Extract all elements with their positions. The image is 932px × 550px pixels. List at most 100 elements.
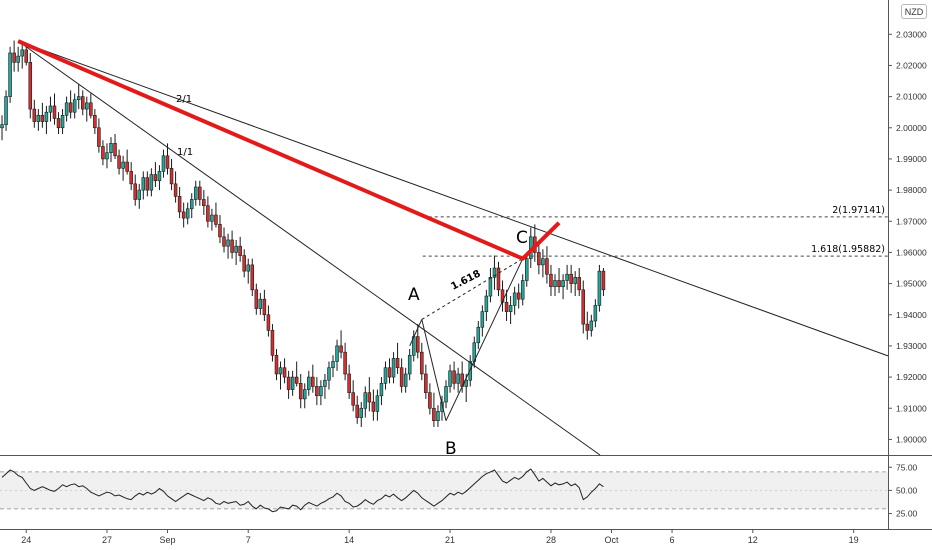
bull-candle (16, 55, 20, 63)
price-tick-label: 2.00000 (896, 123, 927, 133)
bear-candle (169, 167, 174, 185)
bull-candle (189, 199, 194, 210)
date-tick-label: 28 (546, 535, 556, 545)
bear-candle (198, 186, 202, 200)
price-tick-label: 1.94000 (896, 310, 927, 320)
date-tick-label: 27 (102, 535, 112, 545)
bull-candle (488, 277, 493, 297)
bull-candle (383, 367, 388, 384)
price-tick-label: 1.98000 (896, 185, 927, 195)
bear-candle (133, 183, 137, 200)
bull-candle (36, 115, 41, 122)
point-a-label: A (408, 285, 420, 305)
bear-candle (173, 183, 178, 197)
leg-to-a (409, 319, 423, 347)
bull-candle (391, 358, 396, 378)
bear-candle (32, 108, 37, 122)
bull-candle (278, 367, 283, 375)
bear-candle (496, 267, 501, 291)
bear-candle (270, 330, 275, 356)
pattern-leg-red (17, 39, 561, 261)
bear-candle (238, 245, 242, 256)
bull-candle (185, 208, 190, 219)
bull-candle (492, 267, 497, 278)
bull-candle (44, 111, 49, 122)
bull-candle (8, 52, 12, 97)
bear-candle (101, 146, 105, 160)
bear-candle (93, 115, 97, 129)
level-1618-label: 1.618(1.95882) (811, 244, 885, 255)
bull-candle (290, 376, 295, 390)
price-tick-label: 1.97000 (896, 216, 927, 226)
currency-badge[interactable]: NZD (901, 4, 927, 19)
price-tick-label: 1.96000 (896, 247, 927, 257)
bull-candle (60, 115, 65, 129)
price-tick-label: 1.93000 (896, 341, 927, 351)
bull-candle (194, 186, 198, 200)
date-tick-label: 12 (748, 535, 758, 545)
point-b-label: B (445, 439, 457, 459)
price-tick-label: 1.99000 (896, 154, 927, 164)
bear-candle (266, 314, 271, 331)
bear-candle (250, 264, 255, 291)
rsi-line (1, 468, 604, 513)
bear-candle (339, 345, 343, 353)
bull-candle (407, 354, 412, 375)
bull-candle (246, 264, 250, 272)
bull-candle (141, 177, 146, 191)
bear-candle (355, 404, 359, 418)
date-tick-label: 24 (21, 535, 31, 545)
bear-candle (40, 115, 45, 122)
bull-candle (456, 373, 460, 384)
bear-candle (52, 105, 57, 119)
bear-candle (218, 224, 222, 238)
bull-candle (436, 411, 440, 422)
bull-candle (359, 407, 364, 418)
fan-line-2-1 (17, 40, 889, 357)
bear-candle (125, 161, 129, 172)
bear-candle (371, 401, 376, 412)
drawings: 2/1 1/1 A B C 1.618 1.618(1.95882) 2(1.97141) (17, 39, 889, 459)
bull-candle (448, 370, 452, 387)
bull-candle (508, 305, 513, 312)
bear-candle (557, 280, 561, 288)
point-c-label: C (516, 228, 528, 248)
fan-label-1-1: 1/1 (177, 147, 193, 158)
bull-candle (307, 376, 311, 390)
fib-ratio-label: 1.618 (449, 268, 482, 292)
rsi-band (0, 471, 888, 509)
date-tick-label: 19 (849, 535, 859, 545)
bull-candle (157, 171, 162, 182)
bear-candle (113, 143, 117, 157)
bull-candle (484, 295, 489, 312)
bear-candle (242, 255, 246, 272)
bull-candle (363, 392, 368, 409)
bull-candle (597, 270, 602, 306)
bull-candle (4, 96, 8, 125)
bull-candle (565, 273, 569, 281)
rsi-tick-label: 75.00 (896, 462, 918, 472)
date-tick-label: 7 (246, 535, 251, 545)
bear-candle (230, 239, 234, 253)
bull-candle (541, 258, 545, 266)
bull-candle (48, 105, 53, 113)
bear-candle (89, 102, 93, 116)
rsi-tick-label: 25.00 (896, 509, 918, 519)
price-tick-label: 1.95000 (896, 279, 927, 289)
bear-candle (222, 236, 226, 247)
price-pane (0, 0, 932, 530)
fib-extension-line (421, 258, 523, 320)
bull-candle (512, 292, 517, 306)
bear-candle (577, 277, 581, 291)
bear-candle (298, 383, 303, 400)
bear-candle (254, 289, 259, 309)
bear-candle (585, 323, 590, 331)
leg-b-c (445, 258, 524, 421)
bear-candle (129, 171, 133, 185)
date-tick-label: 14 (344, 535, 354, 545)
bear-candle (351, 392, 355, 406)
bear-candle (343, 351, 347, 375)
bear-candle (282, 367, 287, 378)
bull-candle (464, 379, 468, 387)
